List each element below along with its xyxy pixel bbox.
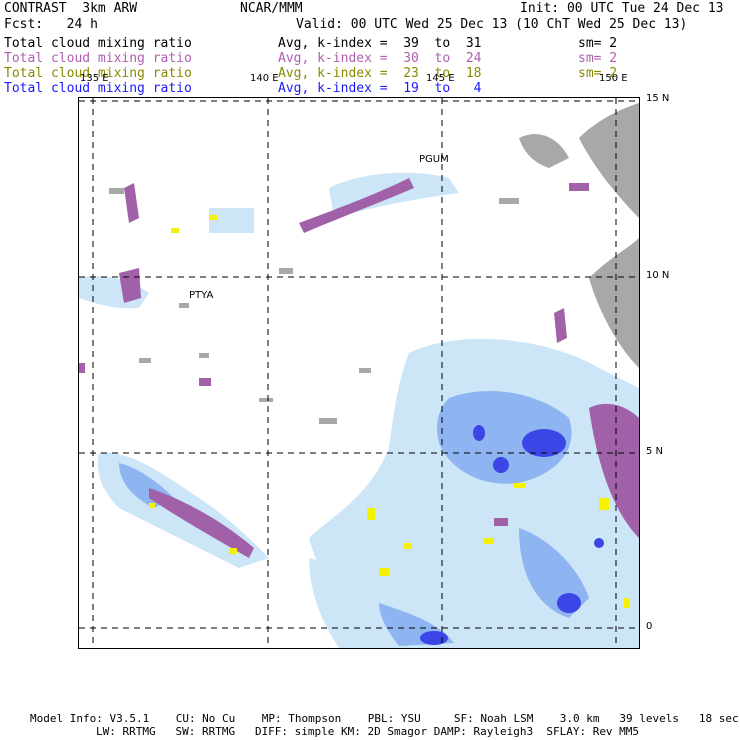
deep-cloud-cores — [420, 425, 604, 645]
valid-time: Valid: 00 UTC Wed 25 Dec 13 (10 ChT Wed … — [296, 17, 688, 32]
product-title: CONTRAST 3km ARW — [4, 1, 138, 16]
lon-label-140: 140 E — [250, 73, 279, 84]
legend-field-3: Total cloud mixing ratio — [4, 66, 192, 81]
legend-field-2: Total cloud mixing ratio — [4, 51, 192, 66]
yellow-cloud-layer — [149, 215, 630, 608]
lat-label-5n: 5 N — [646, 446, 664, 457]
lon-label-145: 145 E — [426, 73, 455, 84]
model-info-line-1: Model Info: V3.5.1 CU: No Cu MP: Thompso… — [30, 712, 739, 725]
purple-cloud-layer — [79, 178, 639, 558]
legend-avg-2: Avg, k-index = 30 to 24 — [278, 51, 482, 66]
legend-sm-3: sm= 2 — [578, 66, 618, 81]
legend-sm-2: sm= 2 — [578, 51, 618, 66]
map-canvas — [79, 98, 639, 648]
legend-sm-1: sm= 2 — [578, 36, 618, 51]
legend-avg-1: Avg, k-index = 39 to 31 — [278, 36, 482, 51]
model-info-line-2: LW: RRTMG SW: RRTMG DIFF: simple KM: 2D … — [96, 725, 640, 738]
lon-label-150: 150 E — [599, 73, 628, 84]
legend-field-4: Total cloud mixing ratio — [4, 81, 192, 96]
legend-avg-3: Avg, k-index = 23 to 18 — [278, 66, 482, 81]
forecast-map: PGUM PTYA — [78, 97, 640, 649]
legend-field-1: Total cloud mixing ratio — [4, 36, 192, 51]
gray-cloud-layer — [109, 103, 639, 424]
legend-avg-4: Avg, k-index = 19 to 4 — [278, 81, 482, 96]
lon-label-135: 135 E — [80, 73, 109, 84]
init-time: Init: 00 UTC Tue 24 Dec 13 — [520, 1, 724, 16]
station-label-ptya: PTYA — [189, 290, 214, 301]
center-name: NCAR/MMM — [240, 1, 303, 16]
forecast-hour: Fcst: 24 h — [4, 17, 98, 32]
lat-label-10n: 10 N — [646, 270, 670, 281]
lat-label-0: 0 — [646, 621, 653, 632]
station-label-pgum: PGUM — [419, 154, 449, 165]
graticule — [79, 98, 639, 648]
lat-label-15n: 15 N — [646, 93, 670, 104]
